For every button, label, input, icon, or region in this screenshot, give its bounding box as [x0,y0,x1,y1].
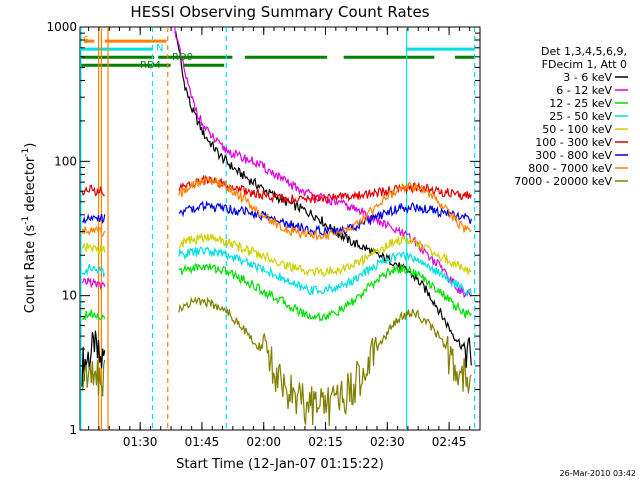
series-line [178,296,472,426]
series-line [81,225,106,238]
legend-entry-label: 7000 - 20000 keV [514,175,612,188]
chart-title: HESSI Observing Summary Count Rates [130,3,429,21]
series-line [81,241,106,255]
series-6 [81,200,472,237]
series-1 [81,26,472,299]
vertical-lines [80,27,476,430]
legend-entry-label: 800 - 7000 keV [528,162,612,175]
series-group [81,26,472,426]
series-line [81,184,105,197]
series-0 [81,31,472,387]
series-line [178,176,472,242]
x-tick-label: 01:30 [123,435,158,449]
y-tick-label: 100 [54,154,77,168]
y-tick-label: 10 [62,289,77,303]
y-axis: 1 10 100 1000 [46,20,480,437]
series-7 [81,176,472,242]
x-axis: 01:30 01:45 02:00 02:15 02:30 02:45 [88,27,471,449]
series-line [178,200,472,237]
x-tick-label: 01:45 [185,435,220,449]
y-tick-label: 1000 [46,20,77,34]
flag-marker-label: N [156,43,163,54]
legend-entry-label: 6 - 12 keV [556,84,612,97]
series-2 [81,263,472,322]
flag-markers: S N RD0 RD4 [83,35,193,71]
x-tick-label: 02:00 [246,435,281,449]
legend-entry-label: 12 - 25 keV [549,97,612,110]
flag-marker-label: RD0 [172,52,193,63]
series-line [178,263,472,322]
series-line [178,232,472,278]
series-line [81,213,106,225]
legend-header-2: FDecim 1, Att 0 [542,58,627,71]
series-4 [81,232,472,278]
x-tick-label: 02:15 [308,435,343,449]
y-axis-label: Count Rate (s-1 detector-1) [21,143,38,314]
series-line [81,264,106,279]
legend-entry-label: 3 - 6 keV [563,71,612,84]
flag-marker-label: RD4 [140,60,161,71]
series-line [174,26,472,299]
legend-entry-label: 100 - 300 keV [535,136,612,149]
legend-entry-label: 25 - 50 keV [549,110,612,123]
series-3 [81,246,472,297]
series-line [178,246,472,297]
y-tick-label: 1 [69,423,77,437]
series-line [81,277,106,290]
legend: Det 1,3,4,5,6,9, FDecim 1, Att 0 3 - 6 k… [514,45,628,188]
series-line [81,309,106,321]
footer-timestamp: 26-Mar-2010 03:42 [560,469,637,478]
series-line [81,330,106,387]
series-line [81,359,106,397]
x-axis-label: Start Time (12-Jan-07 01:15:22) [176,457,384,472]
legend-entry-label: 50 - 100 keV [542,123,612,136]
plot-area [79,26,481,431]
legend-header-1: Det 1,3,4,5,6,9, [541,45,627,58]
flag-bars [80,39,475,67]
legend-entry-label: 300 - 800 keV [535,149,612,162]
flag-marker-label: S [83,35,89,46]
series-8 [81,296,472,426]
x-tick-label: 02:30 [370,435,405,449]
series-line [174,31,472,368]
x-tick-label: 02:45 [432,435,467,449]
